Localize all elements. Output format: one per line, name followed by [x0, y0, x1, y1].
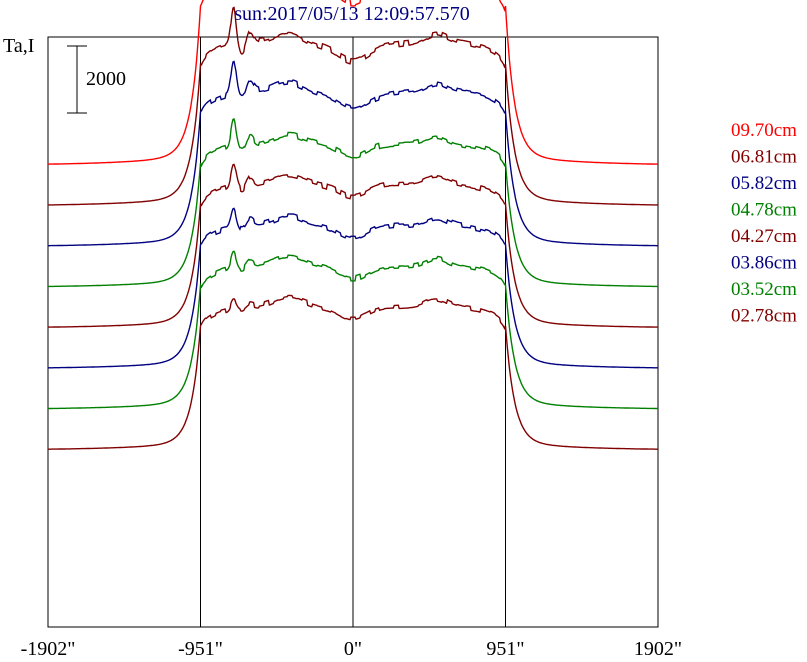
y-axis-label: Ta,I — [3, 35, 34, 57]
legend-entry: 04.78cm — [731, 200, 797, 221]
series-line-04.27cm — [48, 163, 658, 328]
x-tick-label: -951" — [178, 638, 223, 660]
series-line-03.86cm — [48, 207, 658, 369]
x-tick-label: -1902" — [21, 638, 76, 660]
legend-entry: 05.82cm — [731, 173, 797, 194]
legend-entry: 04.27cm — [731, 226, 797, 247]
series-line-02.78cm — [48, 294, 658, 450]
series-line-04.78cm — [48, 118, 658, 288]
series-lines — [48, 0, 658, 450]
legend-entry: 03.86cm — [731, 253, 797, 274]
vertical-reference-lines — [200, 37, 506, 627]
scale-bar: 2000 — [67, 45, 126, 114]
x-tick-label: 951" — [486, 638, 524, 660]
x-tick-label: 0" — [344, 638, 362, 660]
legend: 09.70cm 06.81cm 05.82cm 04.78cm 04.27cm 03.86… — [731, 120, 797, 327]
series-line-09.70cm — [48, 0, 658, 165]
legend-entry: 06.81cm — [731, 147, 797, 168]
scale-bar-label: 2000 — [86, 68, 126, 90]
series-line-05.82cm — [48, 60, 658, 247]
chart-title: sun:2017/05/13 12:09:57.570 — [234, 3, 470, 25]
legend-entry: 02.78cm — [731, 306, 797, 327]
x-tick-label: 1902" — [634, 638, 682, 660]
series-line-03.52cm — [48, 250, 658, 410]
x-axis-tick-labels: -1902" -951" 0" 951" 1902" — [21, 638, 683, 660]
series-line-06.81cm — [48, 6, 658, 206]
legend-entry: 03.52cm — [731, 279, 797, 300]
legend-entry: 09.70cm — [731, 120, 797, 141]
